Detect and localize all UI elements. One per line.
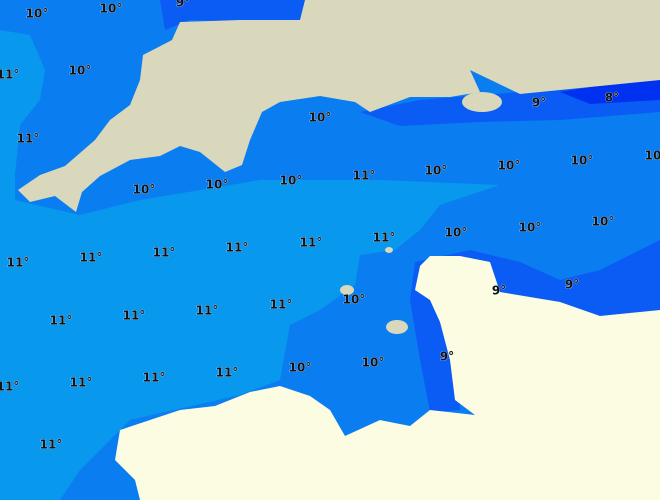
temperature-label: 10° [498, 159, 521, 173]
temperature-label: 10° [362, 356, 385, 370]
temperature-label: 10° [343, 293, 366, 307]
temperature-label: 11° [50, 314, 73, 328]
temperature-label: 9° [532, 96, 546, 110]
temperature-label: 11° [7, 256, 30, 270]
temperature-label: 9° [440, 350, 454, 364]
isle-of-wight [462, 92, 502, 112]
sea-11 [0, 30, 500, 500]
temperature-label: 10° [645, 149, 660, 163]
temperature-label: 11° [373, 231, 396, 245]
temperature-label: 10° [289, 361, 312, 375]
temperature-label: 11° [17, 132, 40, 146]
temperature-label: 9° [176, 0, 190, 10]
england [18, 0, 660, 212]
guernsey [340, 285, 354, 295]
jersey [386, 320, 408, 334]
temperature-label: 10° [309, 111, 332, 125]
temperature-label: 11° [70, 376, 93, 390]
temperature-label: 10° [100, 2, 123, 16]
temperature-label: 10° [280, 174, 303, 188]
temperature-label: 11° [300, 236, 323, 250]
temperature-label: 11° [270, 298, 293, 312]
temperature-label: 10° [592, 215, 615, 229]
temperature-label: 8° [605, 91, 619, 105]
temperature-label: 10° [425, 164, 448, 178]
alderney [385, 247, 393, 253]
temperature-label: 10° [571, 154, 594, 168]
sea-9 [160, 0, 305, 30]
temperature-label: 11° [216, 366, 239, 380]
temperature-label: 10° [519, 221, 542, 235]
sea-8 [560, 76, 660, 104]
temperature-label: 10° [69, 64, 92, 78]
temperature-label: 11° [353, 169, 376, 183]
temperature-label: 10° [206, 178, 229, 192]
temperature-label: 11° [80, 251, 103, 265]
temperature-label: 11° [226, 241, 249, 255]
temperature-label: 10° [133, 183, 156, 197]
temperature-label: 9° [492, 284, 506, 298]
temperature-label: 10° [26, 7, 49, 21]
temperature-label: 10° [445, 226, 468, 240]
france [115, 256, 660, 500]
temperature-label: 11° [123, 309, 146, 323]
temperature-label: 11° [153, 246, 176, 260]
temperature-label: 11° [196, 304, 219, 318]
temperature-label: 11° [0, 380, 19, 394]
temperature-label: 11° [0, 68, 19, 82]
temperature-label: 11° [40, 438, 63, 452]
temperature-label: 9° [565, 278, 579, 292]
temperature-label: 11° [143, 371, 166, 385]
